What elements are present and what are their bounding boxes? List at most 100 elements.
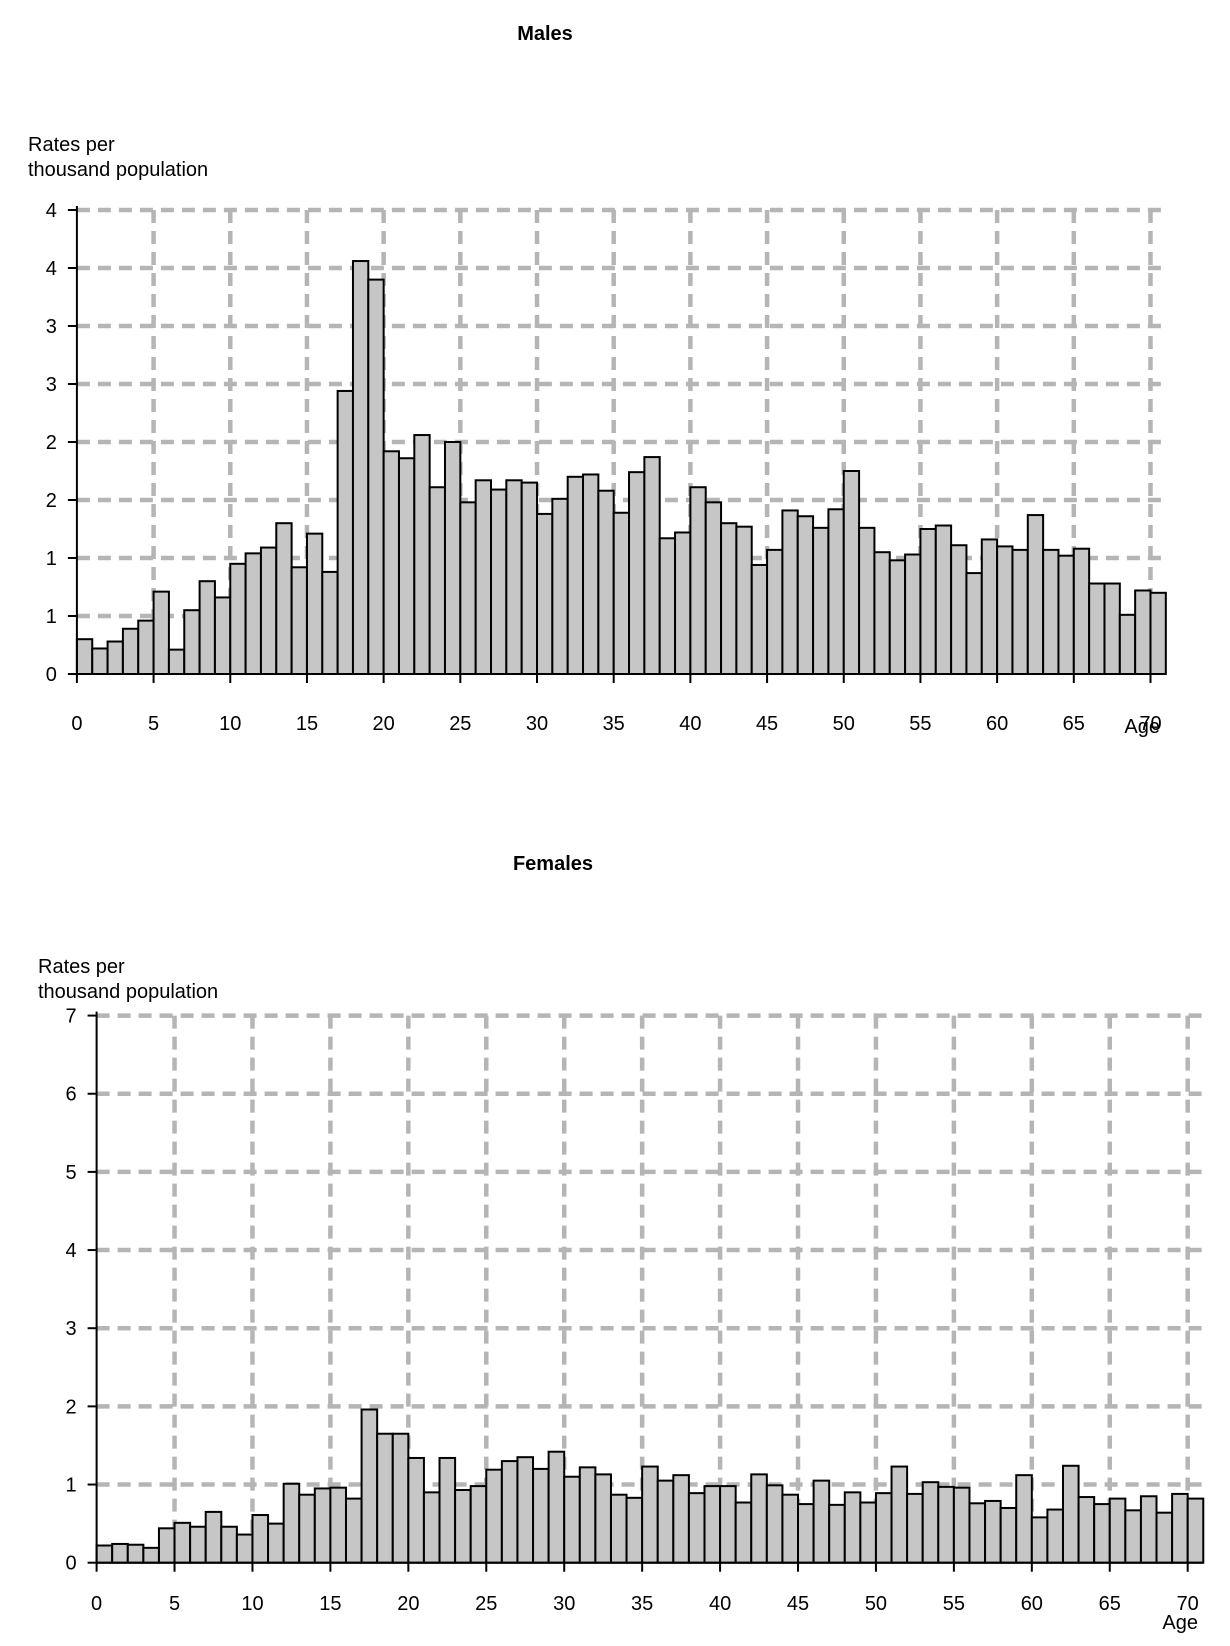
- bar-age-0: [75, 638, 94, 676]
- bar-age-13: [275, 522, 293, 676]
- bar-age-41: [704, 501, 723, 675]
- bar-age-34: [597, 489, 615, 675]
- bar-age-33: [609, 1493, 628, 1564]
- bar-age-64: [1093, 1503, 1111, 1564]
- y-tick-label: 3: [46, 374, 57, 396]
- bar-age-45: [766, 548, 784, 676]
- bar-age-37: [643, 456, 661, 675]
- bar-age-55: [919, 528, 937, 675]
- males-chart-title: Males: [517, 23, 573, 45]
- bar-age-67: [1103, 582, 1121, 676]
- bar-age-66: [1124, 1509, 1142, 1564]
- bar-age-18: [376, 1432, 394, 1564]
- bar-age-55: [952, 1486, 971, 1564]
- bar-age-42: [720, 522, 738, 676]
- y-tick-label: 5: [65, 1162, 76, 1184]
- bar-age-12: [282, 1482, 301, 1564]
- bar-age-49: [827, 508, 845, 675]
- bar-age-16: [321, 570, 339, 675]
- bar-age-21: [397, 457, 416, 675]
- bar-age-14: [290, 566, 308, 676]
- bar-age-22: [438, 1456, 457, 1564]
- bar-age-26: [474, 479, 492, 675]
- bar-age-18: [351, 260, 370, 675]
- bar-age-10: [229, 562, 247, 675]
- bar-age-16: [344, 1497, 363, 1564]
- bar-age-32: [594, 1473, 612, 1564]
- y-tick-label: 1: [46, 548, 57, 570]
- bar-age-27: [516, 1456, 535, 1564]
- x-tick-label: 35: [631, 1593, 653, 1615]
- bar-age-62: [1026, 514, 1045, 676]
- bar-age-70: [1149, 591, 1167, 675]
- bar-age-11: [267, 1522, 285, 1564]
- bar-age-40: [719, 1485, 737, 1564]
- bar-age-69: [1171, 1492, 1189, 1564]
- x-tick-label: 0: [91, 1593, 102, 1615]
- y-tick-label: 4: [65, 1240, 76, 1262]
- x-tick-label: 45: [787, 1593, 809, 1615]
- bar-age-31: [578, 1466, 597, 1564]
- bar-age-61: [1011, 548, 1029, 676]
- bar-age-51: [858, 526, 876, 676]
- bar-age-42: [750, 1473, 768, 1564]
- bar-age-15: [329, 1486, 347, 1564]
- bar-age-63: [1042, 548, 1060, 676]
- y-tick-label: 1: [65, 1475, 76, 1497]
- x-tick-label: 10: [219, 713, 241, 735]
- x-tick-label: 65: [1099, 1593, 1121, 1615]
- bar-age-20: [407, 1456, 425, 1564]
- y-tick-label: 0: [65, 1553, 76, 1575]
- bar-age-22: [413, 434, 431, 676]
- bar-age-17: [360, 1408, 379, 1564]
- bar-age-1: [91, 647, 109, 675]
- y-tick-label: 2: [46, 490, 57, 512]
- bar-age-7: [204, 1510, 223, 1564]
- bar-age-57: [984, 1499, 1002, 1564]
- x-tick-label: 5: [148, 713, 159, 735]
- bar-age-36: [656, 1479, 675, 1564]
- x-tick-label: 50: [833, 713, 855, 735]
- y-tick-label: 4: [46, 258, 57, 280]
- bar-age-59: [980, 538, 999, 675]
- x-tick-label: 70: [1177, 1593, 1199, 1615]
- bar-age-63: [1077, 1496, 1096, 1564]
- bar-age-60: [1030, 1516, 1049, 1564]
- bar-age-57: [950, 544, 968, 675]
- bar-age-6: [189, 1525, 207, 1564]
- bar-age-30: [536, 512, 554, 675]
- y-tick-label: 0: [46, 664, 57, 686]
- x-tick-label: 25: [449, 713, 471, 735]
- males-y-axis-caption-line1: Rates per: [28, 134, 115, 156]
- y-tick-label: 2: [46, 432, 57, 454]
- bar-age-43: [765, 1484, 784, 1564]
- bar-age-9: [235, 1533, 254, 1564]
- bar-age-62: [1061, 1464, 1080, 1564]
- x-tick-label: 35: [603, 713, 625, 735]
- bar-age-52: [873, 551, 891, 676]
- x-tick-label: 30: [553, 1593, 575, 1615]
- bar-age-29: [547, 1450, 566, 1564]
- males-x-axis-label: Age: [1124, 716, 1160, 738]
- y-tick-label: 1: [46, 606, 57, 628]
- bar-age-20: [382, 450, 400, 675]
- bar-age-4: [157, 1527, 176, 1564]
- bar-age-3: [121, 627, 140, 676]
- x-tick-label: 40: [679, 713, 701, 735]
- bar-age-19: [391, 1432, 410, 1564]
- bar-age-65: [1072, 547, 1091, 675]
- bar-age-46: [812, 1479, 831, 1564]
- bar-age-67: [1139, 1495, 1158, 1564]
- bar-age-58: [999, 1506, 1018, 1564]
- bar-age-24: [443, 441, 462, 675]
- bar-age-25: [485, 1468, 503, 1564]
- bar-age-46: [781, 509, 799, 675]
- bar-age-51: [890, 1465, 909, 1564]
- bar-age-5: [173, 1521, 192, 1564]
- x-tick-label: 55: [909, 713, 931, 735]
- bar-age-43: [735, 525, 753, 675]
- bar-age-10: [251, 1514, 270, 1564]
- bar-age-0: [95, 1544, 114, 1564]
- bar-age-13: [298, 1493, 316, 1564]
